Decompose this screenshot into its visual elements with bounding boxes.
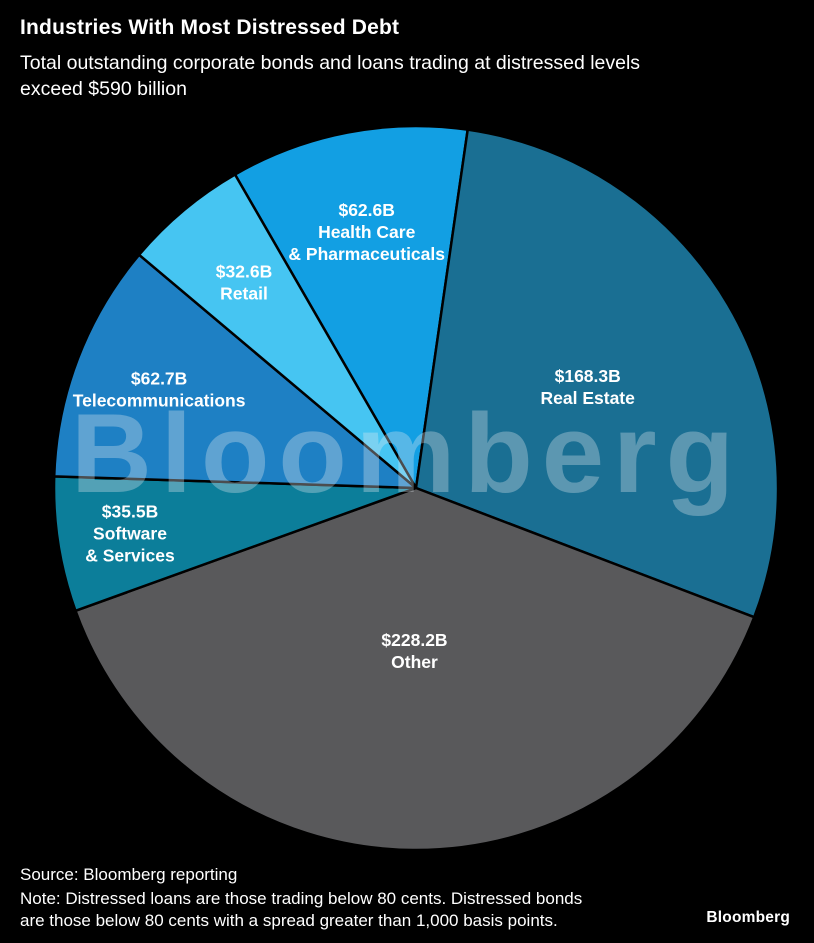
note-text-line-1: Note: Distressed loans are those trading… — [20, 889, 583, 909]
source-text: Source: Bloomberg reporting — [20, 865, 238, 884]
chart-subtitle-line-1: Total outstanding corporate bonds and lo… — [20, 52, 641, 74]
pie-label-software-services: $35.5B Software & Services — [85, 501, 175, 565]
chart-title: Industries With Most Distressed Debt — [20, 16, 400, 39]
pie-slice-health-care — [233, 124, 469, 490]
chart-header: Industries With Most Distressed Debt Tot… — [20, 16, 800, 103]
pie-label-retail: $32.6B Retail — [216, 262, 272, 304]
bloomberg-logo: Bloomberg — [706, 909, 790, 926]
chart-footer: Source: Bloomberg reporting Note: Distre… — [20, 864, 582, 931]
pie-slice-retail — [137, 173, 418, 490]
chart-subtitle: Total outstanding corporate bonds and lo… — [20, 51, 800, 103]
pie-label-other: $228.2B Other — [381, 630, 447, 672]
pie-slice-telecommunications — [52, 253, 418, 490]
pie-label-telecommunications: $62.7B Telecommunications — [73, 369, 246, 411]
note-text-line-2: are those below 80 cents with a spread g… — [20, 910, 558, 930]
pie-label-health-care: $62.6B Health Care & Pharmaceuticals — [288, 200, 445, 264]
pie-slice-software-services — [52, 475, 418, 613]
pie-label-real-estate: $168.3B Real Estate — [541, 366, 636, 408]
pie-chart: $62.6B Health Care & Pharmaceuticals $168.3… — [52, 124, 780, 852]
pie-slice-other — [74, 486, 756, 852]
pie-slice-real-estate — [414, 128, 780, 619]
chart-subtitle-line-2: exceed $590 billion — [20, 77, 187, 100]
